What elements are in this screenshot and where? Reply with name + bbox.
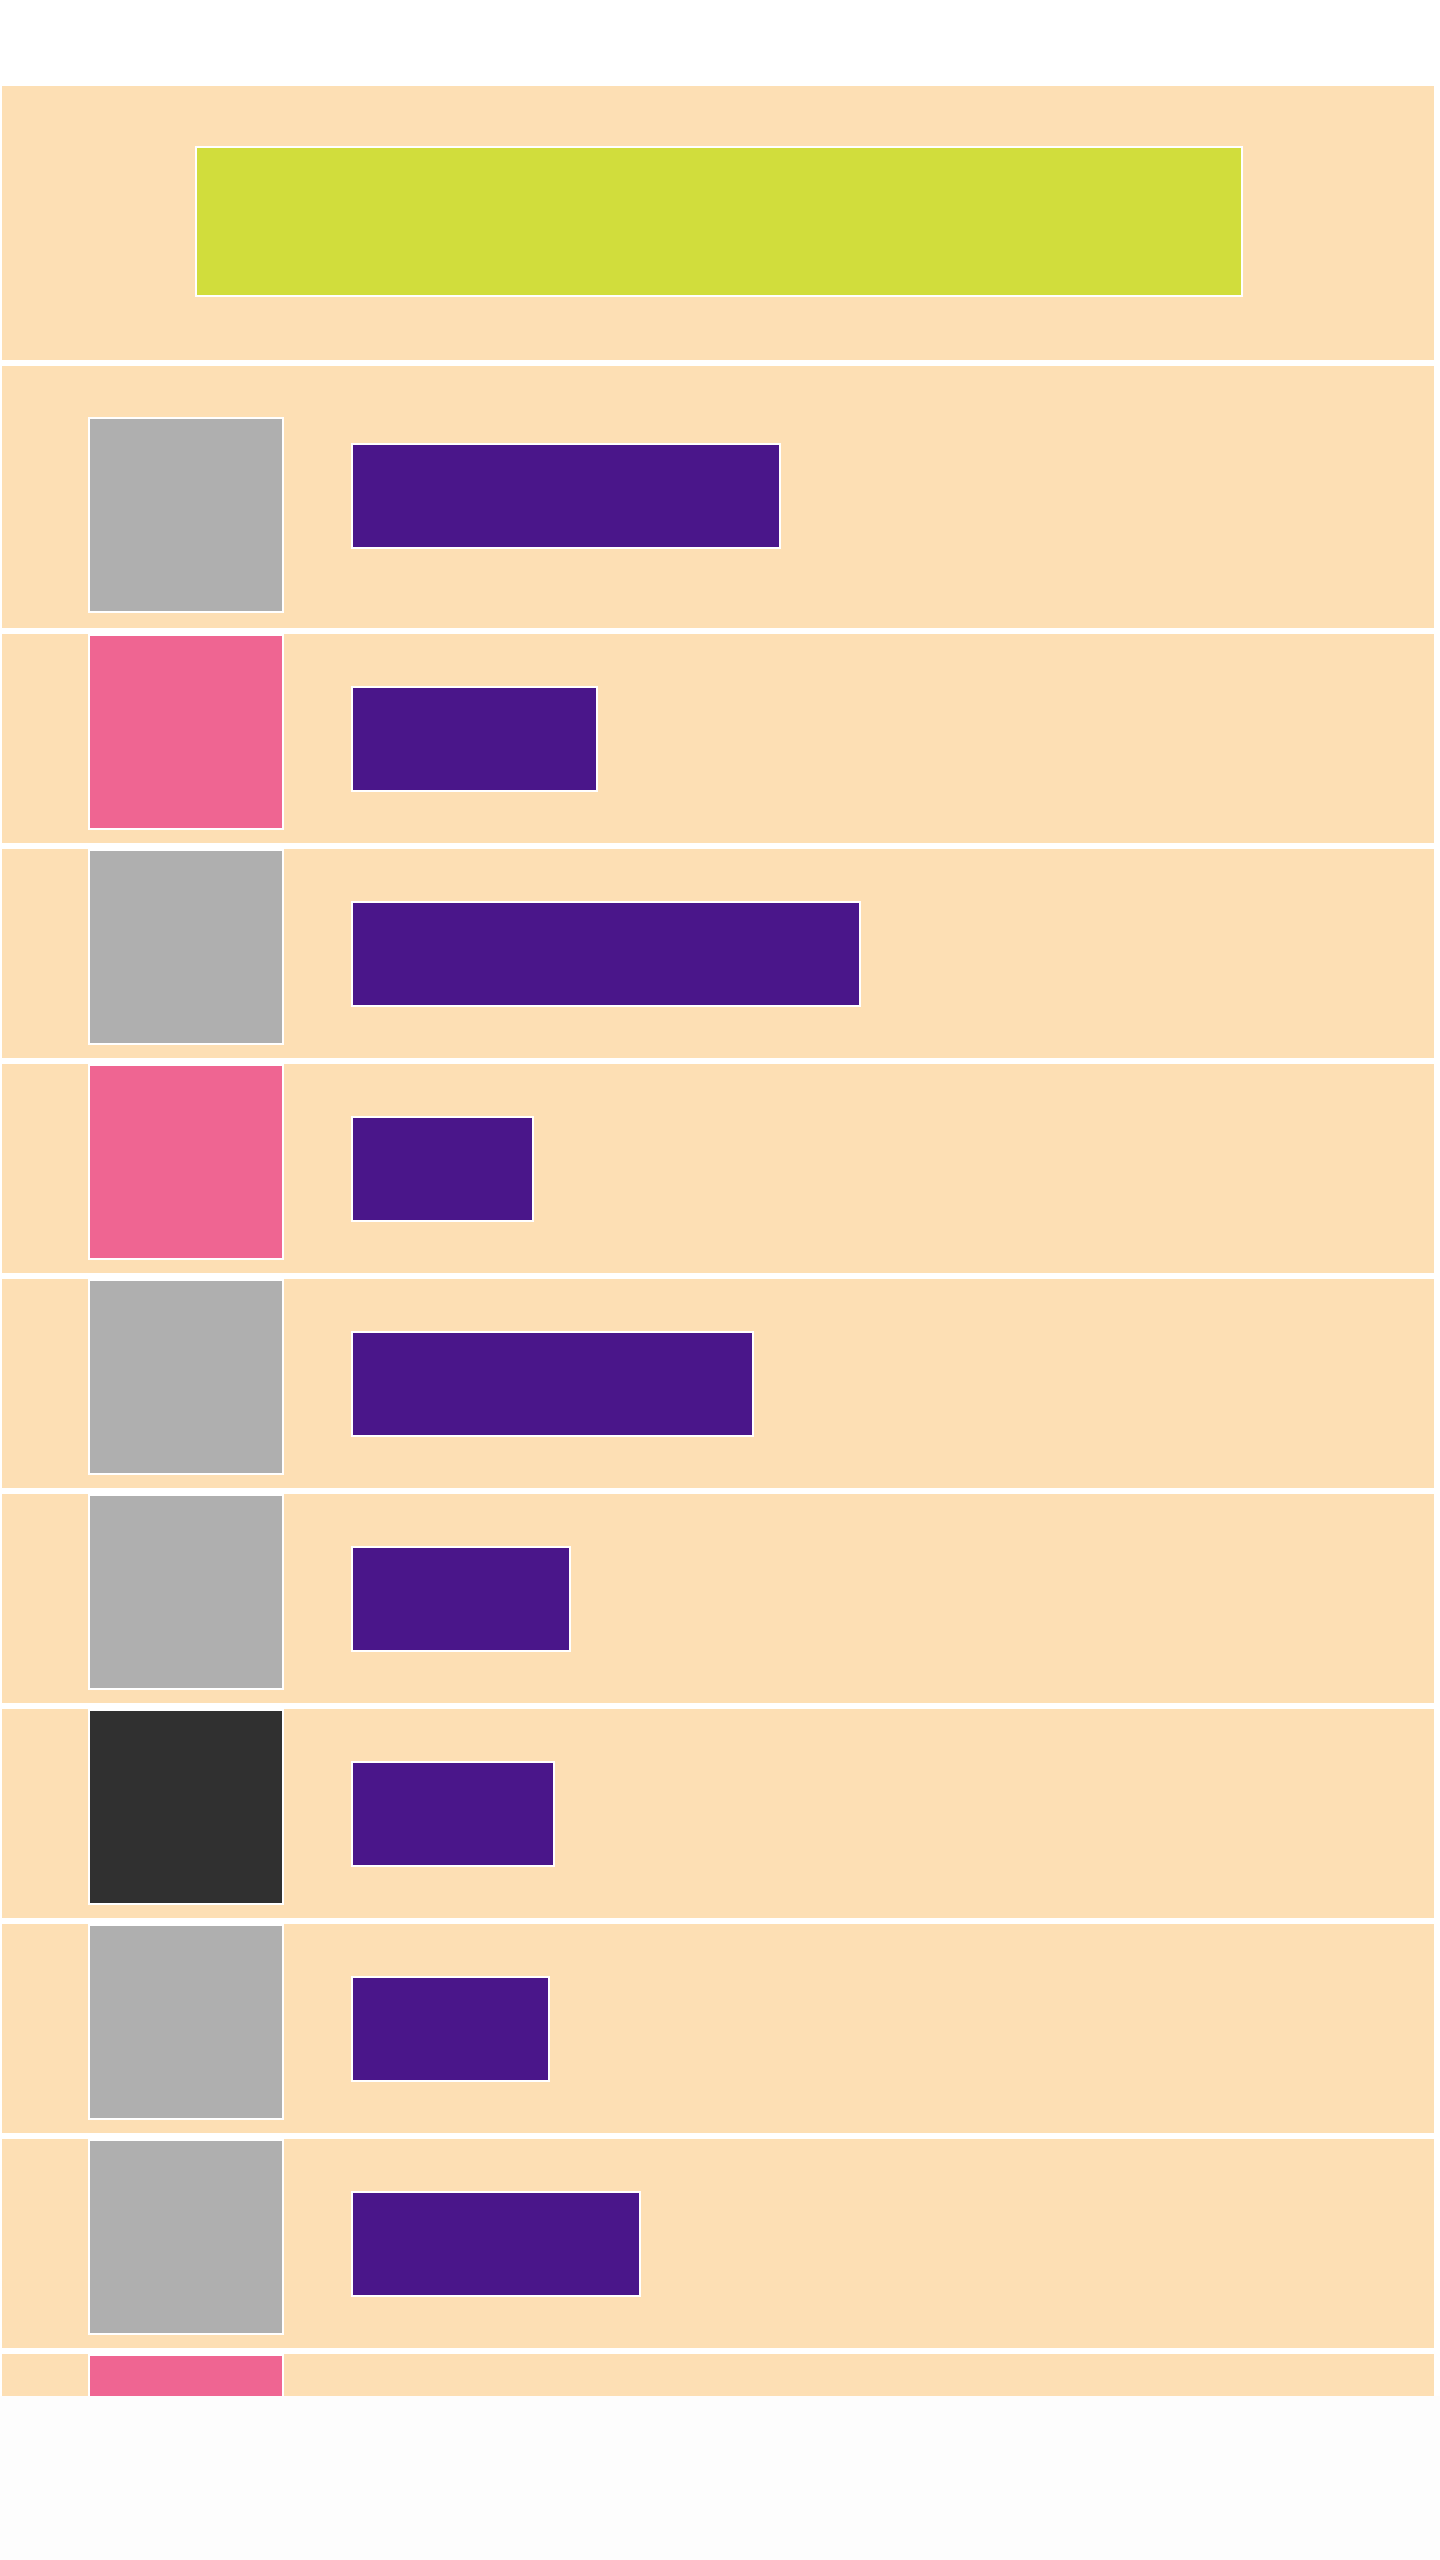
item-thumbnail[interactable] bbox=[88, 2354, 284, 2396]
list-item[interactable] bbox=[2, 1924, 1434, 2133]
item-label-placeholder bbox=[351, 1976, 550, 2082]
list-item[interactable] bbox=[2, 849, 1434, 1058]
item-thumbnail[interactable] bbox=[88, 1279, 284, 1475]
item-label-placeholder bbox=[351, 1116, 534, 1222]
item-thumbnail[interactable] bbox=[88, 1064, 284, 1260]
item-thumbnail[interactable] bbox=[88, 1709, 284, 1905]
item-thumbnail[interactable] bbox=[88, 417, 284, 613]
header-panel bbox=[2, 86, 1434, 360]
bottom-empty-area bbox=[0, 2396, 1440, 2560]
list-item[interactable] bbox=[2, 366, 1434, 628]
list-item[interactable] bbox=[2, 2139, 1434, 2348]
item-thumbnail[interactable] bbox=[88, 1494, 284, 1690]
item-thumbnail[interactable] bbox=[88, 634, 284, 830]
scroll-content[interactable] bbox=[0, 84, 1440, 2396]
item-thumbnail[interactable] bbox=[88, 2139, 284, 2335]
item-thumbnail[interactable] bbox=[88, 1924, 284, 2120]
item-thumbnail[interactable] bbox=[88, 849, 284, 1045]
item-label-placeholder bbox=[351, 2191, 641, 2297]
item-label-placeholder bbox=[351, 1331, 754, 1437]
header-banner[interactable] bbox=[195, 146, 1243, 297]
list-item[interactable] bbox=[2, 634, 1434, 843]
item-list bbox=[2, 366, 1434, 2396]
item-label-placeholder bbox=[351, 443, 781, 549]
item-label-placeholder bbox=[351, 1761, 555, 1867]
list-item[interactable] bbox=[2, 1279, 1434, 1488]
item-label-placeholder bbox=[351, 686, 598, 792]
list-item[interactable] bbox=[2, 1494, 1434, 1703]
list-item[interactable] bbox=[2, 1064, 1434, 1273]
item-label-placeholder bbox=[351, 901, 861, 1007]
item-label-placeholder bbox=[351, 1546, 571, 1652]
list-item[interactable] bbox=[2, 1709, 1434, 1918]
list-item[interactable] bbox=[2, 2354, 1434, 2396]
